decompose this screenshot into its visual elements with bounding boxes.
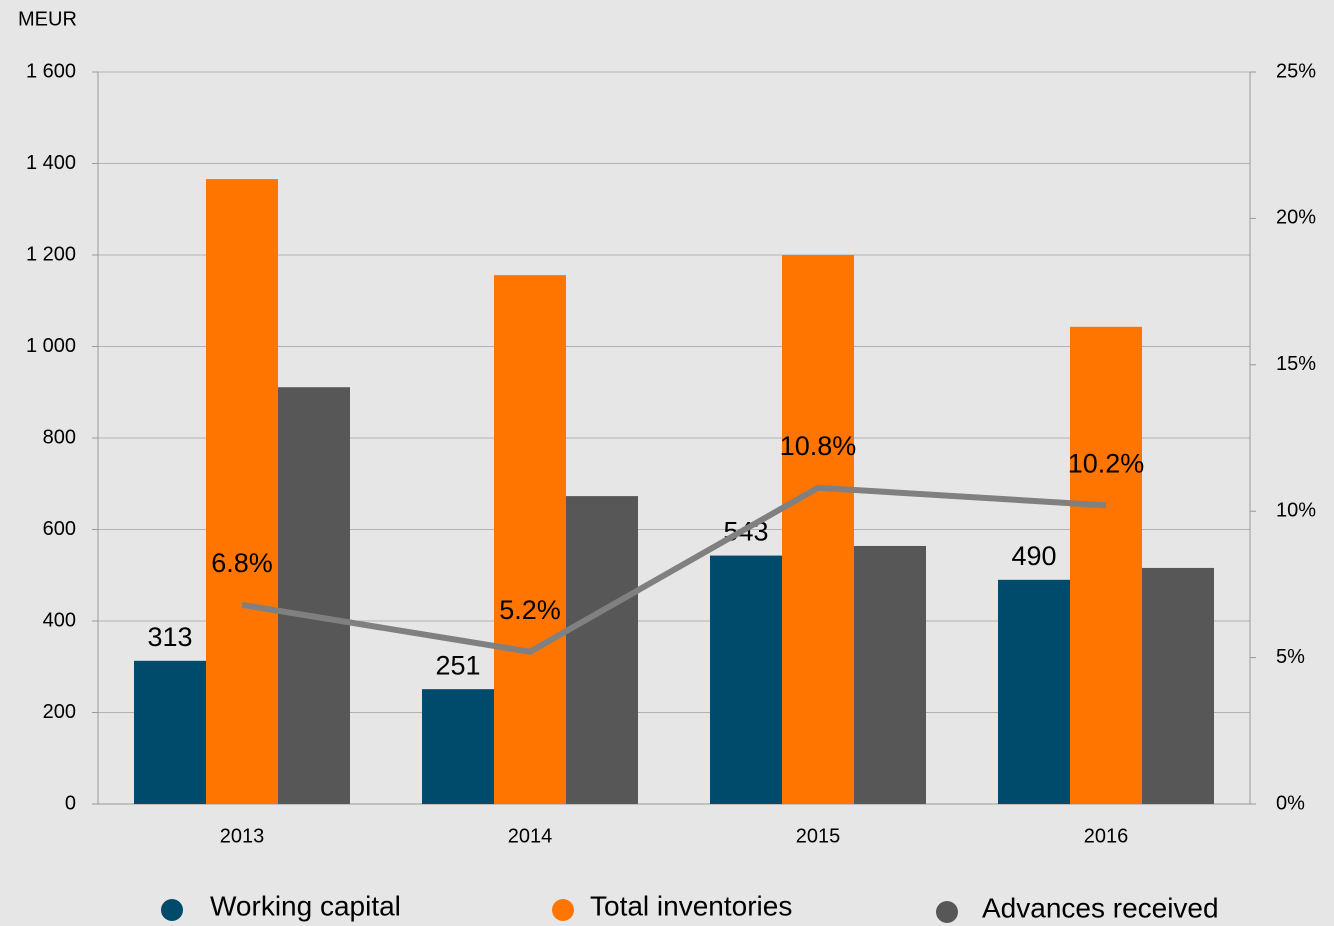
bar — [854, 545, 926, 804]
bar — [1142, 567, 1214, 804]
y2-tick-label: 0% — [1276, 792, 1305, 814]
bar — [134, 660, 206, 804]
bar — [782, 255, 854, 804]
x-tick-label: 2013 — [220, 825, 265, 847]
bar — [710, 555, 782, 804]
legend-marker — [161, 899, 183, 921]
bar — [494, 275, 566, 804]
y-tick-label: 1 000 — [26, 335, 76, 357]
y-tick-label: 200 — [43, 701, 76, 723]
line — [241, 484, 1107, 655]
y-tick-label: 1 400 — [26, 152, 76, 174]
legend-label: Total inventories — [590, 890, 792, 921]
data-label: 490 — [1011, 541, 1056, 571]
y-tick-label: 0 — [65, 792, 76, 814]
y-tick-label: 600 — [43, 518, 76, 540]
legend-marker — [936, 901, 958, 923]
bar — [998, 579, 1070, 804]
y-tick-label: 1 200 — [26, 243, 76, 265]
y2-tick-label: 10% — [1276, 499, 1316, 521]
bar — [278, 387, 350, 804]
bar — [1070, 326, 1142, 804]
data-label: 10.8% — [780, 431, 857, 461]
bar — [206, 179, 278, 804]
bar — [566, 496, 638, 804]
y2-tick-label: 25% — [1276, 60, 1316, 82]
data-label: 251 — [435, 650, 480, 680]
legend-label: Advances received — [982, 892, 1219, 923]
x-tick-label: 2016 — [1084, 825, 1129, 847]
x-tick-label: 2014 — [508, 825, 553, 847]
y2-tick-label: 20% — [1276, 207, 1316, 229]
y-tick-label: 800 — [43, 426, 76, 448]
legend-marker — [552, 899, 574, 921]
y-tick-label: 1 600 — [26, 60, 76, 82]
data-label: 6.8% — [211, 548, 273, 578]
data-label: 313 — [147, 622, 192, 652]
bar — [422, 689, 494, 804]
legend-label: Working capital — [210, 890, 401, 921]
y2-tick-label: 5% — [1276, 646, 1305, 668]
y2-tick-label: 15% — [1276, 353, 1316, 375]
x-tick-label: 2015 — [796, 825, 841, 847]
data-label: 10.2% — [1068, 448, 1145, 478]
y-tick-label: 400 — [43, 609, 76, 631]
y-axis-label: MEUR — [18, 8, 77, 30]
data-label: 5.2% — [499, 595, 561, 625]
